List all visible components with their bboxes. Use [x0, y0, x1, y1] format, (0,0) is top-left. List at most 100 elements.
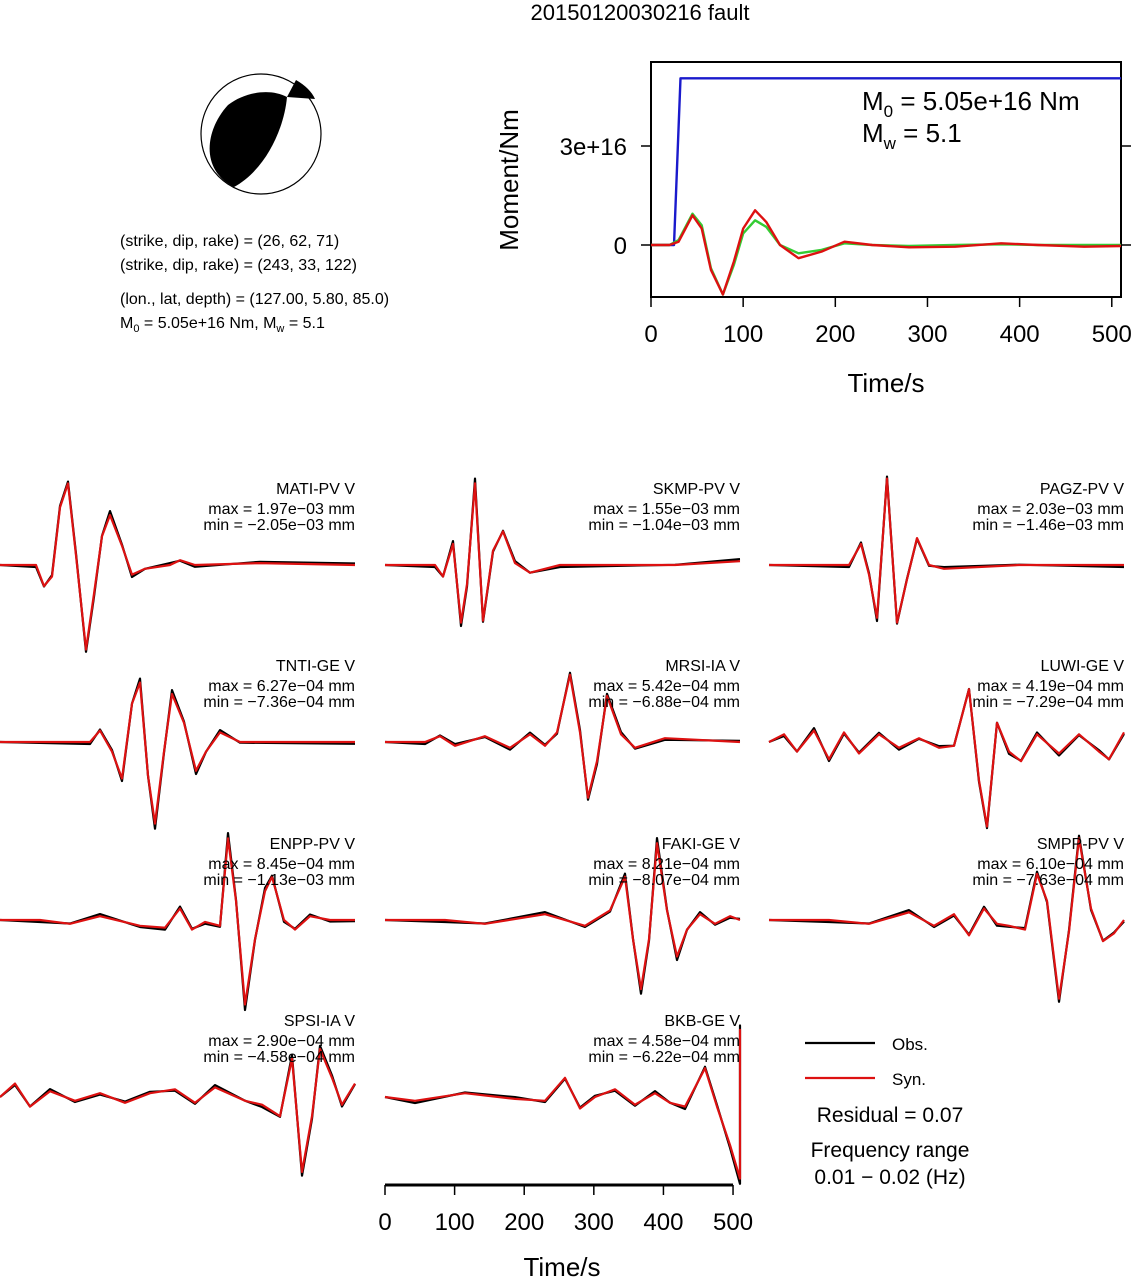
waveform-xtick-label: 500 [713, 1209, 753, 1236]
station-max: max = 8.45e−04 mm [208, 856, 355, 873]
station-max: max = 8.21e−04 mm [593, 856, 740, 873]
waveform-xtick-label: 300 [574, 1209, 614, 1236]
moment-xtick-label: 400 [1000, 321, 1040, 348]
station-name: SPSI-IA V [284, 1013, 355, 1030]
legend-obs-label: Obs. [892, 1035, 928, 1054]
beachball-compressional-quadrant [209, 92, 287, 187]
moment-y-axis: 0 3e+16 [560, 134, 1131, 260]
syn-trace [0, 1047, 356, 1173]
moment-plot-frame [650, 61, 1122, 298]
beachball [200, 73, 322, 195]
station-max: max = 1.55e−03 mm [593, 501, 740, 518]
legend: Obs. Syn. Residual = 0.07 Frequency rang… [805, 1035, 969, 1189]
frequency-range-title: Frequency range [811, 1139, 970, 1162]
syn-trace [769, 477, 1124, 624]
station-name: MATI-PV V [276, 481, 355, 498]
moment-xtick-label: 500 [1092, 321, 1132, 348]
figure-title: 20150120030216 fault [531, 0, 750, 25]
legend-syn-label: Syn. [892, 1070, 926, 1089]
station-name: SMPP-PV V [1037, 836, 1124, 853]
syn-trace [0, 482, 356, 651]
station-min: min = −1.13e−03 mm [203, 872, 355, 889]
mechanism-text: (strike, dip, rake) = (26, 62, 71) (stri… [120, 233, 389, 335]
station-min: min = −6.22e−04 mm [588, 1049, 740, 1066]
moment-series-2 [651, 209, 1122, 296]
moment-series [651, 77, 1122, 296]
station-min: min = −1.46e−03 mm [972, 517, 1124, 534]
moment-series-1 [651, 212, 1121, 296]
syn-trace [384, 1028, 742, 1180]
waveform-xtick-label: 100 [435, 1209, 475, 1236]
moment-xtick-label: 300 [907, 321, 947, 348]
station-name: MRSI-IA V [665, 658, 740, 675]
moment-xtick-label: 200 [815, 321, 855, 348]
obs-trace [768, 475, 1125, 625]
station-name: BKB-GE V [664, 1013, 740, 1030]
waveform-xtick-label: 400 [643, 1209, 683, 1236]
station-max: max = 4.58e−04 mm [593, 1033, 740, 1050]
moment-xtick-label: 0 [644, 321, 657, 348]
moment-ytick-label: 0 [614, 233, 627, 260]
mechanism-line-2: (strike, dip, rake) = (243, 33, 122) [120, 257, 357, 274]
mechanism-line-3: (lon., lat, depth) = (127.00, 5.80, 85.0… [120, 291, 389, 308]
waveform-x-axis: 0 100 200 300 400 500 [378, 1183, 753, 1236]
waveform-xtick-label: 0 [378, 1209, 391, 1236]
moment-ylabel: Moment/Nm [494, 109, 524, 251]
station-max: max = 6.10e−04 mm [977, 856, 1124, 873]
station-min: min = −6.88e−04 mm [588, 694, 740, 711]
station-min: min = −2.05e−03 mm [203, 517, 355, 534]
moment-m0-label: M0 = 5.05e+16 Nm [862, 86, 1080, 121]
station-name: PAGZ-PV V [1040, 481, 1124, 498]
station-min: min = −7.36e−04 mm [203, 694, 355, 711]
station-name: LUWI-GE V [1040, 658, 1124, 675]
syn-trace [0, 837, 355, 1006]
station-min: min = −1.04e−03 mm [588, 517, 740, 534]
station-max: max = 1.97e−03 mm [208, 501, 355, 518]
station-min: min = −8.07e−04 mm [588, 872, 740, 889]
station-max: max = 6.27e−04 mm [208, 678, 355, 695]
waveform-xtick-label: 200 [504, 1209, 544, 1236]
station-min: min = −4.58e−04 mm [203, 1049, 355, 1066]
moment-xlabel: Time/s [847, 368, 924, 398]
station-name: ENPP-PV V [270, 836, 356, 853]
syn-trace [769, 837, 1125, 1000]
moment-x-axis: 0 100 200 300 400 500 [644, 297, 1132, 348]
residual-label: Residual = 0.07 [817, 1104, 964, 1127]
station-max: max = 2.90e−04 mm [208, 1033, 355, 1050]
station-name: FAKI-GE V [662, 836, 741, 853]
moment-panel: 0 3e+16 0 100 200 300 400 500 M0 = 5.05e+16 Nm… [494, 61, 1132, 398]
mechanism-line-4: M0 = 5.05e+16 Nm, Mw = 5.1 [120, 315, 325, 335]
station-min: min = −7.63e−04 mm [972, 872, 1124, 889]
station-name: TNTI-GE V [276, 658, 355, 675]
syn-trace [385, 482, 741, 624]
waveform-xlabel: Time/s [523, 1252, 600, 1280]
station-max: max = 5.42e−04 mm [593, 678, 740, 695]
moment-ytick-label: 3e+16 [560, 134, 627, 161]
station-max: max = 2.03e−03 mm [977, 501, 1124, 518]
syn-trace [385, 842, 741, 991]
syn-trace [768, 688, 1125, 828]
syn-trace [0, 681, 355, 825]
station-name: SKMP-PV V [653, 481, 740, 498]
mechanism-line-1: (strike, dip, rake) = (26, 62, 71) [120, 233, 339, 250]
station-min: min = −7.29e−04 mm [972, 694, 1124, 711]
moment-mw-label: Mw = 5.1 [862, 118, 962, 153]
beachball-compressional-cap [287, 80, 315, 99]
station-max: max = 4.19e−04 mm [977, 678, 1124, 695]
moment-xtick-label: 100 [723, 321, 763, 348]
frequency-range-value: 0.01 − 0.02 (Hz) [814, 1166, 965, 1189]
syn-trace [385, 673, 741, 799]
